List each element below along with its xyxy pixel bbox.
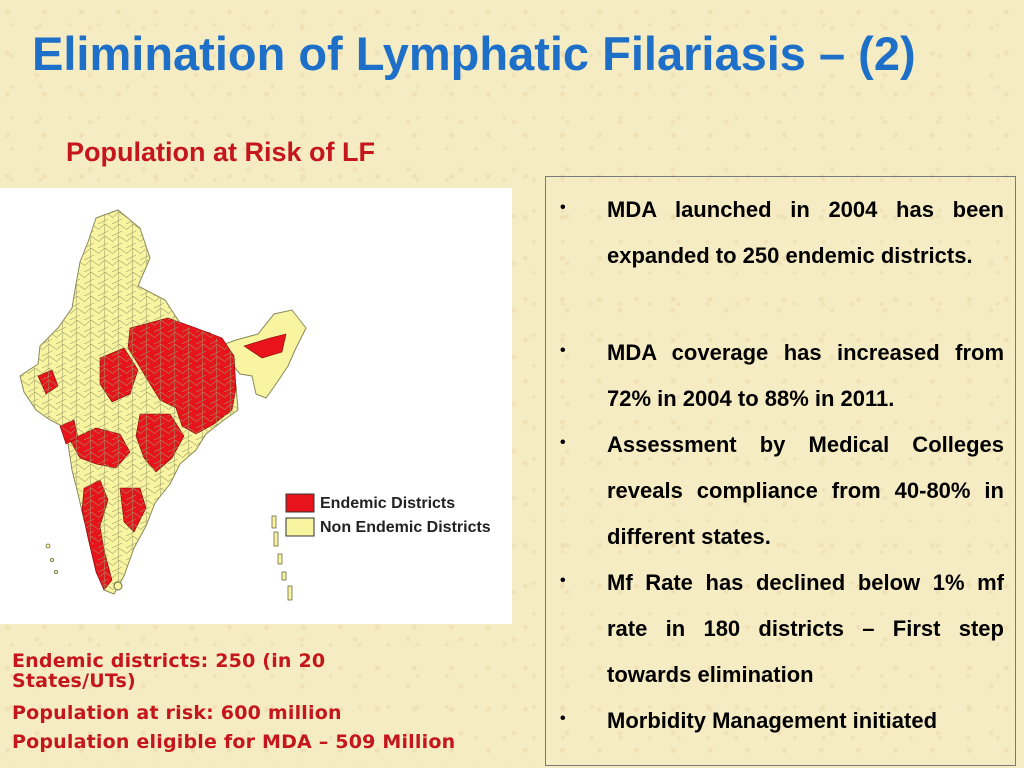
bullet-text: MDA coverage has increased from 72% in 2… bbox=[607, 340, 1004, 411]
india-lf-map: Endemic Districts Non Endemic Districts bbox=[0, 188, 512, 624]
bullet-text: Morbidity Management initiated bbox=[607, 708, 938, 733]
bullet-icon: • bbox=[560, 434, 566, 451]
stat-population-eligible: Population eligible for MDA – 509 Millio… bbox=[12, 730, 456, 753]
stats-block: Endemic districts: 250 (in 20 States/UTs… bbox=[12, 650, 542, 762]
legend-swatch-non-endemic bbox=[285, 517, 315, 537]
sri-lanka-outline bbox=[113, 581, 123, 591]
bullet-icon: • bbox=[560, 199, 566, 216]
bullet-icon: • bbox=[560, 342, 566, 359]
bullet-text: Mf Rate has declined below 1% mf rate in… bbox=[607, 570, 1004, 687]
island-groups bbox=[45, 515, 293, 601]
legend-swatch-endemic bbox=[285, 493, 315, 513]
stat-endemic-districts: Endemic districts: 250 (in 20 States/UTs… bbox=[12, 650, 326, 692]
bullet-text: Assessment by Medical Colleges reveals c… bbox=[607, 432, 1004, 549]
bullet-icon: • bbox=[560, 572, 566, 589]
map-legend: Endemic Districts Non Endemic Districts bbox=[285, 493, 491, 537]
india-map-graphic: Endemic Districts Non Endemic Districts bbox=[19, 209, 491, 601]
legend-label-non-endemic: Non Endemic Districts bbox=[320, 519, 491, 536]
bullet-text: MDA launched in 2004 has been expanded t… bbox=[607, 197, 1004, 268]
district-boundaries bbox=[20, 210, 238, 594]
bullet-icon: • bbox=[560, 710, 566, 727]
stat-population-at-risk: Population at risk: 600 million bbox=[12, 701, 342, 724]
slide-title: Elimination of Lymphatic Filariasis – (2… bbox=[32, 27, 916, 80]
legend-label-endemic: Endemic Districts bbox=[320, 495, 455, 512]
slide-subtitle: Population at Risk of LF bbox=[66, 137, 375, 167]
bullets-panel: • MDA launched in 2004 has been expanded… bbox=[545, 176, 1016, 766]
